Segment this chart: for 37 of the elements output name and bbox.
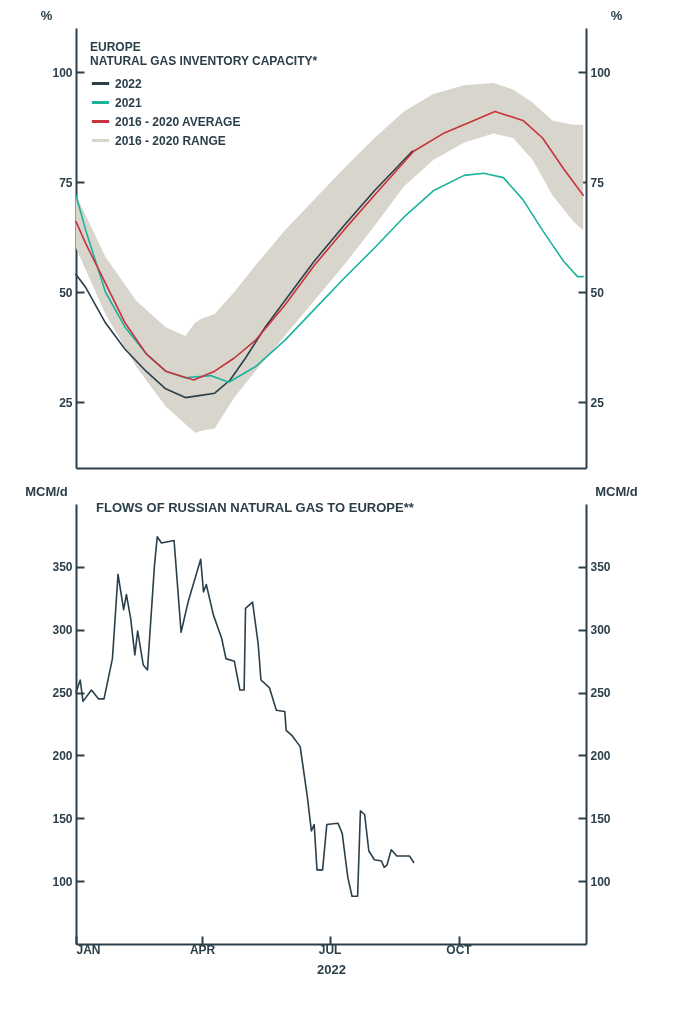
x-tick-label: APR [189,942,216,957]
chart-title: FLOWS OF RUSSIAN NATURAL GAS TO EUROPE** [96,500,415,515]
y2-axis-title: MCM/d [595,483,638,499]
legend-label: 2021 [115,95,143,110]
y2-tick-label: 350 [590,560,611,575]
y-tick-label: 200 [52,748,73,763]
y2-tick-label: 150 [590,811,611,826]
y2-tick-label: 200 [590,748,611,763]
y2-axis-title: % [610,7,623,23]
x-tick-label: JUL [318,942,342,957]
legend-title: EUROPE NATURAL GAS INVENTORY CAPACITY* [90,40,318,68]
y2-tick-label: 300 [590,623,611,638]
y2-tick-label: 250 [590,686,611,701]
y-tick-label: 75 [59,175,73,190]
y-tick-label: 250 [52,686,73,701]
y-tick-label: 300 [52,623,73,638]
y-axis-title: MCM/d [25,483,68,499]
y2-tick-label: 100 [590,874,611,889]
y-tick-label: 100 [52,874,73,889]
y-tick-label: 25 [59,395,73,410]
x-tick-label: OCT [446,942,473,957]
y2-tick-label: 25 [590,395,605,410]
line-series [75,110,584,381]
y2-tick-label: 75 [590,175,605,190]
y-tick-label: 150 [52,811,73,826]
y-tick-label: 350 [52,560,73,575]
line-series [75,172,584,383]
y-axis-title: % [40,7,53,23]
y2-tick-label: 100 [590,65,611,80]
y-tick-label: 100 [52,65,73,80]
x-axis-title: 2022 [317,961,346,977]
y-tick-label: 50 [59,285,73,300]
y2-tick-label: 50 [590,285,605,300]
legend-label: 2016 - 2020 RANGE [115,133,226,148]
x-tick-label: JAN [76,942,101,957]
legend-label: 2016 - 2020 AVERAGE [115,114,241,129]
legend-label: 2022 [115,76,143,91]
